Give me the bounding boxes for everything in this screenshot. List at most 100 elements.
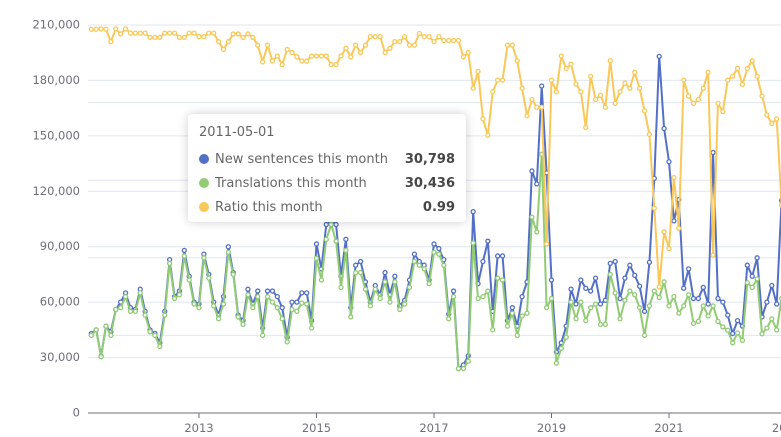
data-point-new-sentences-this-month	[313, 241, 320, 247]
data-point-translations-this-month	[509, 310, 515, 316]
data-point-ratio-this-month	[607, 58, 613, 64]
data-point-translations-this-month	[230, 271, 236, 278]
data-point-new-sentences-this-month	[710, 149, 716, 156]
data-point-ratio-this-month	[122, 26, 129, 32]
data-point-ratio-this-month	[583, 124, 589, 131]
data-point-translations-this-month	[744, 280, 750, 286]
data-point-translations-this-month	[284, 339, 290, 345]
data-point-ratio-this-month	[245, 31, 251, 37]
data-point-ratio-this-month	[558, 53, 564, 59]
data-point-ratio-this-month	[602, 104, 609, 110]
data-point-ratio-this-month	[299, 58, 305, 64]
data-point-ratio-this-month	[504, 42, 511, 48]
data-point-ratio-this-month	[88, 26, 94, 32]
data-point-ratio-this-month	[563, 65, 569, 72]
data-point-ratio-this-month	[98, 26, 104, 32]
data-point-ratio-this-month	[529, 96, 535, 103]
data-point-new-sentences-this-month	[695, 295, 702, 302]
data-point-translations-this-month	[421, 266, 427, 272]
data-point-ratio-this-month	[509, 42, 515, 48]
data-point-ratio-this-month	[93, 26, 99, 32]
data-point-ratio-this-month	[632, 69, 638, 75]
data-point-translations-this-month	[553, 360, 560, 366]
data-point-new-sentences-this-month	[754, 255, 760, 261]
data-point-ratio-this-month	[769, 120, 775, 127]
data-point-translations-this-month	[171, 295, 178, 302]
data-point-ratio-this-month	[612, 100, 618, 107]
data-point-translations-this-month	[299, 300, 305, 306]
data-point-ratio-this-month	[225, 39, 232, 45]
data-point-ratio-this-month	[304, 58, 310, 64]
data-point-ratio-this-month	[328, 61, 334, 68]
data-point-new-sentences-this-month	[734, 317, 741, 324]
data-point-ratio-this-month	[215, 39, 222, 45]
x-tick-label: 2017	[419, 421, 448, 435]
data-point-translations-this-month	[607, 271, 613, 278]
tooltip-date: 2011-05-01	[199, 125, 275, 140]
data-point-translations-this-month	[426, 281, 432, 287]
data-point-new-sentences-this-month	[646, 259, 653, 265]
data-point-translations-this-month	[294, 308, 300, 315]
data-point-translations-this-month	[504, 323, 511, 329]
data-point-ratio-this-month	[357, 49, 364, 56]
data-point-ratio-this-month	[284, 46, 290, 53]
tooltip-value: 30,436	[404, 175, 455, 191]
data-point-ratio-this-month	[235, 31, 241, 37]
data-point-ratio-this-month	[617, 89, 623, 95]
data-point-new-sentences-this-month	[607, 260, 613, 266]
data-point-new-sentences-this-month	[299, 290, 305, 296]
data-point-ratio-this-month	[499, 77, 506, 83]
data-point-new-sentences-this-month	[245, 286, 251, 292]
data-point-ratio-this-month	[490, 89, 496, 95]
data-point-new-sentences-this-month	[323, 221, 329, 228]
data-point-ratio-this-month	[710, 252, 716, 258]
data-point-translations-this-month	[661, 279, 667, 285]
data-point-ratio-this-month	[338, 53, 344, 59]
data-point-translations-this-month	[558, 345, 564, 351]
data-point-ratio-this-month	[446, 37, 452, 44]
data-point-new-sentences-this-month	[289, 299, 295, 305]
data-point-ratio-this-month	[539, 104, 545, 110]
data-point-translations-this-month	[774, 327, 780, 333]
data-point-translations-this-month	[181, 253, 187, 259]
data-point-new-sentences-this-month	[279, 305, 285, 311]
data-point-new-sentences-this-month	[431, 241, 437, 247]
data-point-ratio-this-month	[534, 104, 540, 110]
data-point-new-sentences-this-month	[720, 299, 726, 305]
data-point-ratio-this-month	[656, 284, 662, 290]
data-point-translations-this-month	[108, 332, 114, 339]
data-point-new-sentences-this-month	[225, 244, 232, 250]
tooltip-label: Translations this month	[215, 175, 367, 191]
data-point-translations-this-month	[759, 331, 765, 337]
data-point-translations-this-month	[568, 299, 574, 305]
data-point-ratio-this-month	[455, 37, 462, 44]
data-point-ratio-this-month	[573, 81, 579, 87]
data-point-ratio-this-month	[764, 112, 770, 118]
data-point-translations-this-month	[289, 306, 295, 313]
data-point-ratio-this-month	[695, 96, 702, 103]
data-point-new-sentences-this-month	[705, 301, 711, 307]
data-point-translations-this-month	[446, 316, 452, 322]
data-point-ratio-this-month	[436, 33, 442, 40]
data-point-translations-this-month	[592, 301, 599, 307]
data-point-translations-this-month	[362, 286, 369, 292]
data-point-translations-this-month	[622, 297, 628, 303]
data-point-ratio-this-month	[259, 59, 266, 65]
data-point-translations-this-month	[695, 318, 702, 325]
data-point-ratio-this-month	[274, 53, 280, 59]
data-point-ratio-this-month	[759, 93, 765, 99]
data-point-translations-this-month	[259, 332, 266, 339]
data-point-translations-this-month	[431, 249, 437, 255]
data-point-ratio-this-month	[176, 34, 183, 41]
data-point-translations-this-month	[543, 305, 550, 311]
data-point-translations-this-month	[318, 277, 325, 283]
data-point-ratio-this-month	[470, 85, 476, 91]
data-point-translations-this-month	[485, 288, 491, 294]
data-point-new-sentences-this-month	[612, 258, 618, 265]
data-point-translations-this-month	[372, 286, 378, 292]
data-point-translations-this-month	[206, 275, 212, 281]
data-point-ratio-this-month	[333, 61, 339, 68]
data-point-new-sentences-this-month	[274, 293, 280, 300]
data-point-ratio-this-month	[774, 116, 780, 122]
data-point-translations-this-month	[494, 275, 501, 281]
